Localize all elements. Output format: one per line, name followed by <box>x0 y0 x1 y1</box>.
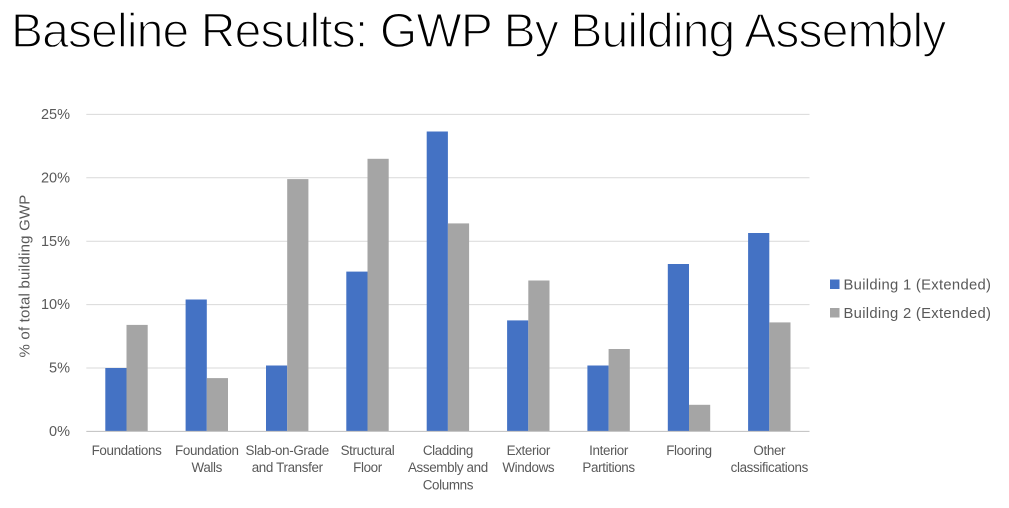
svg-text:Exterior: Exterior <box>507 443 551 458</box>
svg-text:classifications: classifications <box>731 460 809 475</box>
svg-text:Windows: Windows <box>502 460 555 475</box>
svg-text:20%: 20% <box>41 170 70 186</box>
svg-text:25%: 25% <box>41 107 70 123</box>
svg-text:Foundation: Foundation <box>175 443 239 458</box>
svg-text:Flooring: Flooring <box>666 443 712 458</box>
svg-text:Slab-on-Grade: Slab-on-Grade <box>246 443 329 458</box>
svg-text:0%: 0% <box>49 424 70 440</box>
svg-text:10%: 10% <box>41 297 70 313</box>
svg-text:Building 1 (Extended): Building 1 (Extended) <box>844 277 992 293</box>
svg-text:and Transfer: and Transfer <box>252 460 324 475</box>
svg-text:Floor: Floor <box>353 460 383 475</box>
svg-text:Building 2 (Extended): Building 2 (Extended) <box>844 306 992 322</box>
svg-text:Structural: Structural <box>341 443 395 458</box>
svg-text:Walls: Walls <box>192 460 223 475</box>
svg-text:5%: 5% <box>49 361 70 377</box>
svg-text:Cladding: Cladding <box>423 443 473 458</box>
svg-text:Other: Other <box>753 443 786 458</box>
svg-text:Columns: Columns <box>423 478 474 493</box>
svg-text:Assembly and: Assembly and <box>408 460 488 475</box>
svg-text:Foundations: Foundations <box>92 443 163 458</box>
svg-text:Partitions: Partitions <box>582 460 635 475</box>
svg-text:15%: 15% <box>41 234 70 250</box>
svg-text:% of total building GWP: % of total building GWP <box>17 194 34 357</box>
svg-text:Interior: Interior <box>589 443 629 458</box>
